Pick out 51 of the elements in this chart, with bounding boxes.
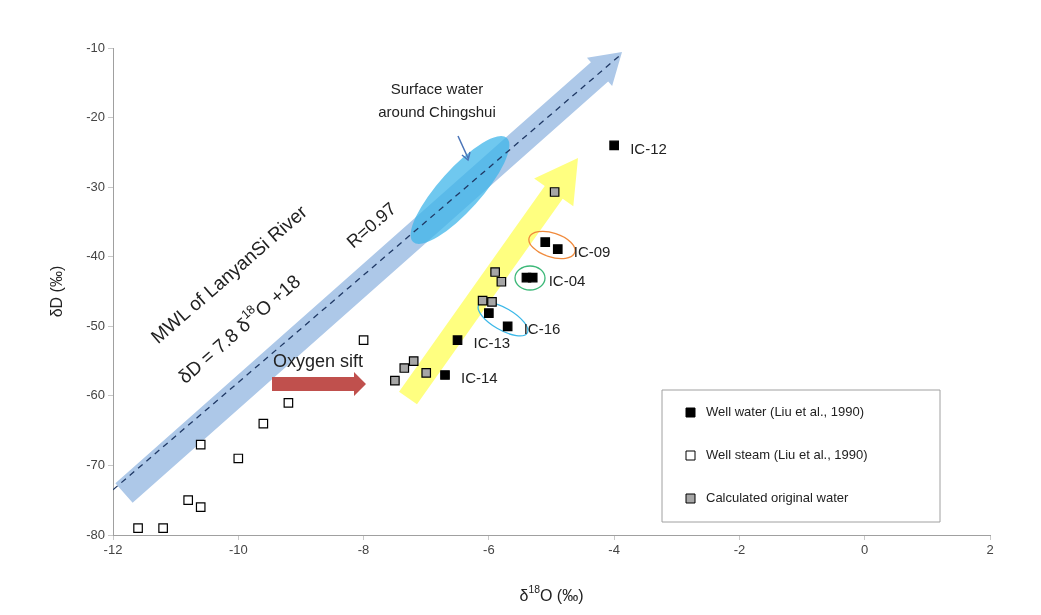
x-tick-label: -10 bbox=[228, 542, 248, 558]
point bbox=[440, 370, 450, 380]
point bbox=[502, 321, 513, 332]
y-tick-label: -30 bbox=[86, 178, 105, 194]
x-tick-label: 2 bbox=[986, 542, 994, 558]
point bbox=[258, 418, 269, 429]
legend-label: Well water (Liu et al., 1990) bbox=[706, 403, 864, 419]
point bbox=[540, 237, 551, 247]
y-tick-label: -10 bbox=[86, 39, 105, 55]
point bbox=[408, 356, 419, 366]
y-tick-label: -80 bbox=[86, 526, 105, 542]
y-tick-label: -50 bbox=[86, 317, 105, 333]
x-tick-label: -8 bbox=[357, 542, 370, 558]
point bbox=[484, 308, 494, 318]
legend-label: Well steam (Liu et al., 1990) bbox=[706, 446, 868, 462]
y-axis-title: δD (‰) bbox=[48, 265, 66, 318]
x-tick-label: -2 bbox=[733, 542, 746, 558]
point bbox=[490, 267, 500, 277]
y-tick-label: -70 bbox=[86, 457, 105, 473]
point bbox=[552, 244, 563, 254]
point bbox=[496, 276, 507, 287]
point bbox=[158, 523, 168, 533]
point bbox=[233, 453, 244, 464]
y-tick-label: -20 bbox=[86, 109, 105, 125]
point bbox=[549, 187, 560, 197]
point bbox=[195, 502, 206, 513]
annotation: IC-12 bbox=[630, 139, 667, 157]
x-tick-label: -12 bbox=[103, 542, 123, 558]
point bbox=[487, 297, 497, 307]
point bbox=[390, 375, 400, 386]
point bbox=[399, 363, 410, 373]
annotation: Surface water around Chingshui bbox=[378, 80, 496, 121]
point bbox=[609, 140, 619, 151]
point bbox=[358, 335, 369, 346]
annotation: IC-14 bbox=[461, 369, 498, 387]
annotation: IC-13 bbox=[473, 334, 511, 352]
point bbox=[133, 523, 143, 533]
x-tick-label: 0 bbox=[861, 542, 869, 558]
legend-label: Calculated original water bbox=[706, 489, 850, 505]
point bbox=[283, 397, 294, 408]
annotation: Oxygen sift bbox=[272, 350, 364, 371]
point bbox=[183, 495, 194, 506]
x-tick-label: -6 bbox=[483, 542, 495, 558]
annotation: IC-09 bbox=[573, 243, 611, 261]
y-tick-label: -40 bbox=[86, 248, 105, 264]
point bbox=[452, 335, 463, 346]
x-tick-label: -4 bbox=[608, 542, 620, 558]
annotation: IC-04 bbox=[548, 271, 586, 289]
point bbox=[421, 368, 432, 378]
point bbox=[195, 439, 206, 450]
y-tick-label: -60 bbox=[86, 387, 105, 403]
